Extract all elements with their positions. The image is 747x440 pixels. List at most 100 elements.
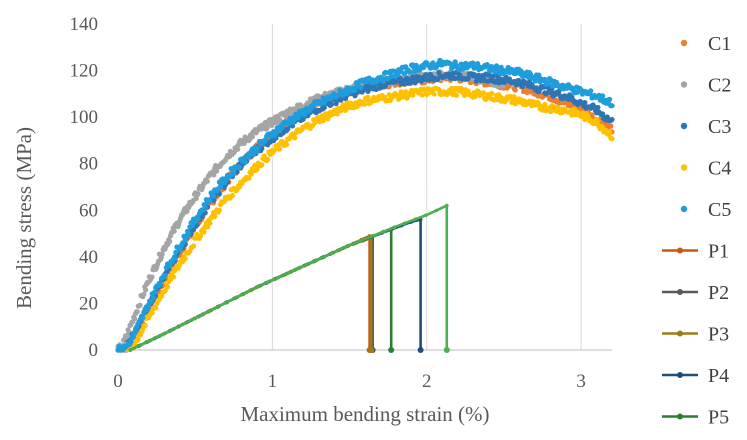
data-point — [407, 69, 413, 75]
line-marker — [160, 333, 164, 337]
data-point — [140, 315, 146, 321]
data-point — [205, 224, 211, 230]
y-tick-labels: 0 20 40 60 80 100 120 140 — [70, 14, 99, 361]
x-tick-label: 2 — [422, 371, 432, 392]
line-marker — [297, 266, 301, 270]
data-point — [157, 281, 163, 287]
data-point — [251, 151, 257, 157]
data-point — [589, 112, 595, 118]
y-tick-label: 120 — [70, 61, 99, 82]
data-point — [143, 287, 149, 293]
data-point — [490, 73, 496, 79]
y-tick-label: 20 — [79, 293, 98, 314]
legend-item-c5: C5 — [680, 199, 731, 221]
data-point — [385, 76, 391, 82]
data-point — [431, 91, 437, 97]
data-point — [229, 192, 235, 199]
line-marker — [149, 338, 154, 342]
end-marker — [443, 347, 450, 353]
legend-marker — [680, 81, 688, 88]
data-point — [276, 146, 283, 152]
legend-label: C5 — [708, 199, 731, 221]
legend-item-p1: P1 — [662, 241, 729, 263]
data-point — [285, 126, 291, 132]
data-point — [519, 84, 526, 90]
data-point — [465, 75, 471, 82]
data-point — [403, 89, 409, 95]
legend-label: P2 — [708, 282, 729, 304]
data-point — [246, 175, 252, 181]
line-marker — [139, 343, 143, 347]
data-point — [131, 330, 138, 336]
line-marker — [350, 242, 354, 247]
data-point — [212, 213, 218, 220]
x-tick-label: 0 — [113, 371, 123, 392]
data-point — [153, 305, 159, 311]
line-marker — [191, 317, 196, 321]
data-point — [335, 92, 342, 98]
legend-marker — [680, 122, 688, 130]
data-point — [265, 156, 271, 163]
series-c4 — [115, 85, 615, 353]
data-point — [480, 90, 487, 96]
series-c5 — [115, 57, 615, 353]
legend-label: P3 — [708, 324, 729, 346]
data-point — [195, 216, 201, 222]
data-point — [255, 145, 261, 151]
series-c3 — [115, 69, 615, 353]
data-point — [264, 125, 270, 131]
data-point — [180, 240, 186, 246]
data-point — [132, 316, 138, 322]
legend-marker — [680, 164, 688, 171]
legend-label: C3 — [708, 116, 731, 138]
legend-item-c1: C1 — [680, 33, 731, 55]
end-marker — [368, 347, 375, 353]
line-marker — [423, 213, 428, 218]
data-point — [453, 92, 459, 98]
legend-item-p4: P4 — [662, 365, 729, 387]
line-marker — [202, 311, 206, 316]
data-point — [607, 96, 613, 102]
data-point — [595, 104, 601, 111]
legend-item-p5: P5 — [662, 407, 729, 429]
data-point — [333, 101, 339, 107]
data-point — [137, 302, 143, 308]
series-unlabeled — [128, 203, 450, 353]
data-point — [344, 90, 350, 97]
legend-item-c4: C4 — [680, 158, 731, 180]
line-marker — [402, 221, 407, 226]
data-point — [195, 191, 201, 197]
legend-marker — [680, 205, 688, 213]
data-point — [407, 80, 413, 86]
data-point — [142, 322, 148, 329]
data-point — [170, 274, 176, 280]
data-point — [189, 223, 195, 229]
data-point — [207, 220, 213, 226]
data-point — [595, 118, 601, 125]
legend-marker — [677, 372, 683, 378]
line-marker — [276, 275, 280, 280]
data-point — [512, 87, 518, 93]
line-marker — [307, 261, 312, 266]
legend-marker — [677, 247, 683, 254]
data-point — [216, 191, 222, 197]
data-point — [236, 164, 242, 170]
line-marker — [381, 229, 386, 234]
data-point — [151, 289, 158, 295]
line-marker — [371, 234, 375, 238]
data-point — [149, 274, 155, 280]
data-point — [470, 60, 476, 66]
data-point — [167, 238, 173, 245]
data-point — [148, 299, 154, 305]
line-marker — [329, 251, 333, 256]
series — [115, 57, 615, 353]
data-point — [127, 341, 133, 347]
data-point — [277, 117, 283, 123]
data-point — [571, 106, 577, 112]
data-point — [190, 243, 197, 249]
data-point — [204, 178, 210, 184]
data-point — [200, 184, 206, 190]
data-point — [536, 72, 542, 78]
line-marker — [265, 280, 270, 285]
